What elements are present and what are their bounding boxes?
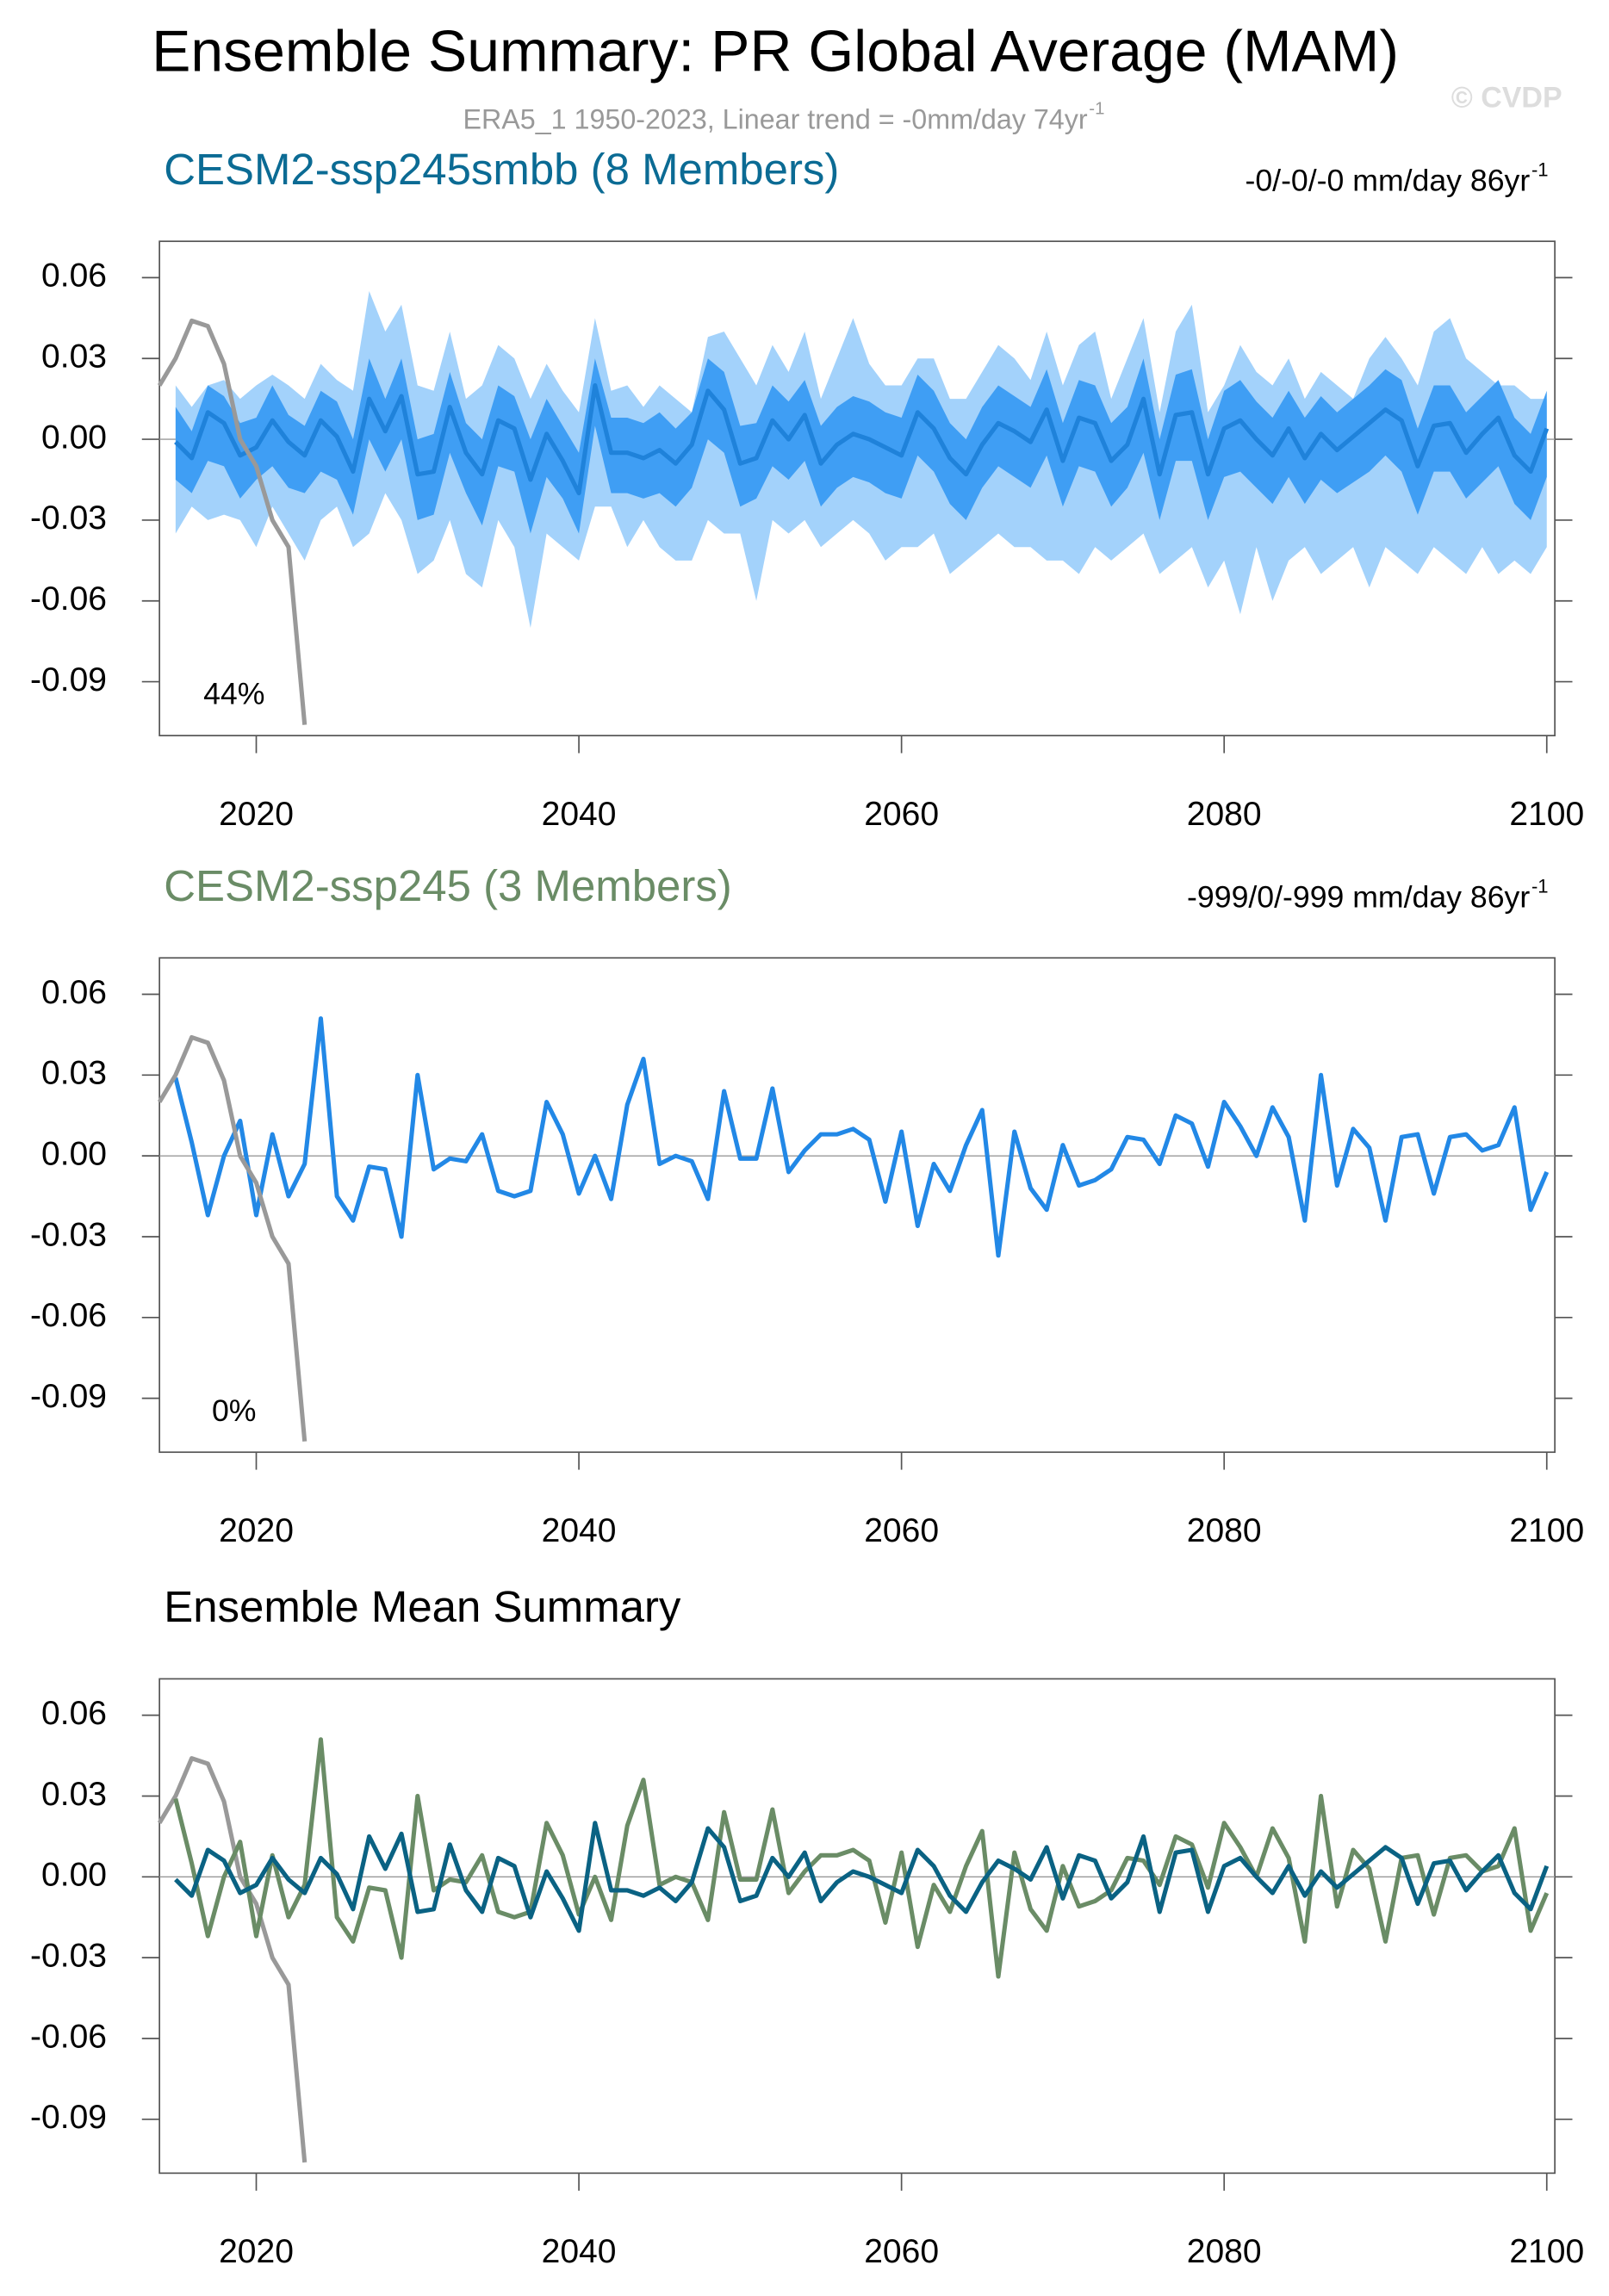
- spread-band: [175, 358, 1547, 534]
- y-tick-label: -0.06: [30, 580, 107, 617]
- y-tick-label: 0.03: [41, 1776, 107, 1813]
- y-tick-label: 0.06: [41, 258, 107, 295]
- x-tick-label: 2060: [864, 796, 939, 833]
- chart-title: CESM2-ssp245smbb (8 Members): [164, 145, 839, 194]
- subtitle: ERA5_1 1950-2023, Linear trend = -0mm/da…: [463, 103, 1087, 134]
- superscript: -1: [1531, 876, 1549, 897]
- watermark: © CVDP: [1451, 81, 1562, 114]
- series-line: [157, 1034, 308, 1442]
- x-tick-label: 2080: [1187, 2233, 1262, 2270]
- chart-title: CESM2-ssp245 (3 Members): [164, 861, 732, 910]
- y-tick-label: -0.06: [30, 2018, 107, 2055]
- series-line: [173, 1016, 1550, 1258]
- y-tick-label: -0.09: [30, 2099, 107, 2136]
- x-tick-label: 2060: [864, 2233, 939, 2270]
- y-tick-label: 0.06: [41, 1695, 107, 1732]
- figure-title: Ensemble Summary: PR Global Average (MAM…: [152, 19, 1399, 84]
- y-tick-label: -0.06: [30, 1297, 107, 1334]
- superscript: -1: [1531, 159, 1549, 181]
- y-tick-label: 0.06: [41, 974, 107, 1011]
- x-tick-label: 2100: [1509, 796, 1584, 833]
- annotation: 44%: [203, 677, 264, 711]
- plot-frame: [158, 957, 1556, 1454]
- y-tick-label: -0.03: [30, 500, 107, 537]
- plot-frame: [158, 240, 1556, 736]
- y-tick-label: 0.00: [41, 1857, 107, 1894]
- y-tick-label: -0.09: [30, 1378, 107, 1415]
- x-tick-label: 2040: [542, 796, 617, 833]
- x-tick-label: 2080: [1187, 796, 1262, 833]
- trend-label: -999/0/-999 mm/day 86yr: [1187, 880, 1530, 915]
- superscript: -1: [1089, 100, 1104, 119]
- y-tick-label: 0.03: [41, 338, 107, 375]
- y-tick-label: 0.03: [41, 1055, 107, 1092]
- plot-frame: [158, 1678, 1556, 2175]
- chart-title: Ensemble Mean Summary: [164, 1582, 681, 1631]
- x-tick-label: 2020: [219, 2233, 294, 2270]
- x-tick-label: 2020: [219, 1512, 294, 1549]
- series-line: [173, 1737, 1550, 1979]
- x-tick-label: 2060: [864, 1512, 939, 1549]
- series-line: [157, 1756, 308, 2163]
- series-line: [174, 382, 1550, 496]
- y-tick-label: -0.03: [30, 1937, 107, 1974]
- series-line: [174, 1821, 1550, 1933]
- x-tick-label: 2020: [219, 796, 294, 833]
- y-tick-label: -0.03: [30, 1216, 107, 1253]
- x-tick-label: 2100: [1509, 1512, 1584, 1549]
- x-tick-label: 2100: [1509, 2233, 1584, 2270]
- x-tick-label: 2040: [542, 2233, 617, 2270]
- trend-label: -0/-0/-0 mm/day 86yr: [1245, 164, 1530, 198]
- series-line: [157, 318, 308, 725]
- x-tick-label: 2080: [1187, 1512, 1262, 1549]
- y-tick-label: -0.09: [30, 661, 107, 698]
- y-tick-label: 0.00: [41, 1135, 107, 1172]
- x-tick-label: 2040: [542, 1512, 617, 1549]
- annotation: 0%: [212, 1393, 257, 1428]
- y-tick-label: 0.00: [41, 419, 107, 456]
